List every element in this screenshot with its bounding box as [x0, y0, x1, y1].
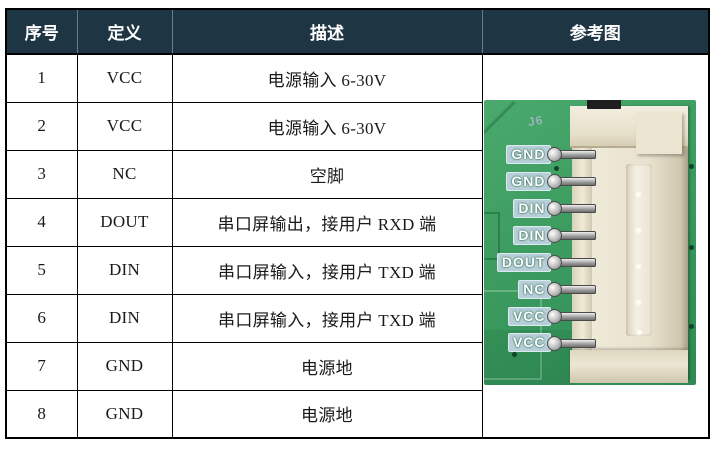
pcb-pin-label-gnd: GND: [506, 145, 551, 164]
connector-pin: [546, 282, 596, 297]
cell-pin-name: NC: [76, 149, 173, 199]
connector-pin: [546, 147, 596, 162]
connector-top-tab: [635, 112, 682, 154]
pcb-trace: [483, 212, 500, 260]
pcb-pin-label-dout: DOUT: [496, 253, 551, 272]
pcb-pin-label-din: DIN: [513, 199, 551, 218]
table-row: 6 DIN 串口屏输入，接用户 TXD 端: [5, 293, 709, 343]
pcb-pin-label-vcc: VCC: [507, 307, 551, 326]
cell-pin-name: GND: [76, 389, 173, 439]
connector-pin: [546, 174, 596, 189]
cell-description: 串口屏输入，接用户 TXD 端: [171, 245, 483, 295]
connector-pin: [546, 228, 596, 243]
cell-seq: 7: [5, 341, 78, 391]
header-description: 描述: [172, 9, 483, 55]
pcb-via-dot: [688, 164, 694, 169]
cell-description: 电源地: [171, 389, 483, 439]
pin-definition-table: 序号 定义 描述 参考图 1 VCC 电源输入 6-30V: [5, 8, 710, 439]
cell-seq: 1: [5, 53, 78, 103]
pcb-pin-label-nc: NC: [518, 280, 551, 299]
cell-seq: 8: [5, 389, 78, 439]
table-row: 7 GND 电源地: [5, 341, 709, 391]
cell-seq: 6: [5, 293, 78, 343]
pcb-via-dot: [688, 324, 694, 329]
cell-seq: 5: [5, 245, 78, 295]
cell-pin-name: GND: [76, 341, 173, 391]
pcb-pin-label-din: DIN: [513, 226, 551, 245]
connector-pin: [546, 201, 596, 216]
connector-notch: [586, 100, 621, 109]
cell-description: 空脚: [171, 149, 483, 199]
header-reference: 参考图: [482, 9, 709, 55]
cell-description: 串口屏输入，接用户 TXD 端: [171, 293, 483, 343]
pcb-pin-label-vcc: VCC: [507, 333, 551, 352]
connector-pin: [546, 309, 596, 324]
cell-seq: 4: [5, 197, 78, 247]
cell-pin-name: VCC: [76, 101, 173, 151]
cell-pin-name: DOUT: [76, 197, 173, 247]
cell-pin-name: VCC: [76, 53, 173, 103]
table-row: 3 NC 空脚: [5, 149, 709, 199]
header-definition: 定义: [77, 9, 173, 55]
table-row: 4 DOUT 串口屏输出，接用户 RXD 端: [5, 197, 709, 247]
connector-left-wall: [571, 106, 594, 380]
pcb-via-dot: [688, 245, 694, 250]
cell-seq: 2: [5, 101, 78, 151]
table-row: 8 GND 电源地: [5, 389, 709, 439]
header-seq: 序号: [6, 9, 78, 55]
pcb-pin-label-gnd: GND: [506, 172, 551, 191]
cell-description: 电源输入 6-30V: [171, 53, 483, 103]
table-row: 1 VCC 电源输入 6-30V J6: [5, 53, 710, 439]
pcb-trace: [483, 100, 516, 139]
cell-seq: 3: [5, 149, 78, 199]
cell-pin-name: DIN: [76, 293, 173, 343]
pcb-via-dot: [511, 352, 517, 357]
connector-pin: [546, 255, 596, 270]
table-header-row: 序号 定义 描述 参考图: [6, 9, 709, 55]
cell-description: 电源地: [171, 341, 483, 391]
cell-pin-name: DIN: [76, 245, 173, 295]
connector-pin: [546, 336, 596, 351]
reference-image-cell: J6: [481, 53, 710, 439]
connector-slot: [625, 164, 652, 336]
connector-designator-label: J6: [526, 112, 544, 130]
connector-bottom-flange: [569, 350, 688, 383]
cell-description: 串口屏输出，接用户 RXD 端: [171, 197, 483, 247]
document-page: 序号 定义 描述 参考图 1 VCC 电源输入 6-30V: [0, 8, 713, 451]
pcb-via-dot: [553, 166, 559, 171]
cell-description: 电源输入 6-30V: [171, 101, 483, 151]
pcb-connector-photo: J6: [483, 100, 696, 385]
